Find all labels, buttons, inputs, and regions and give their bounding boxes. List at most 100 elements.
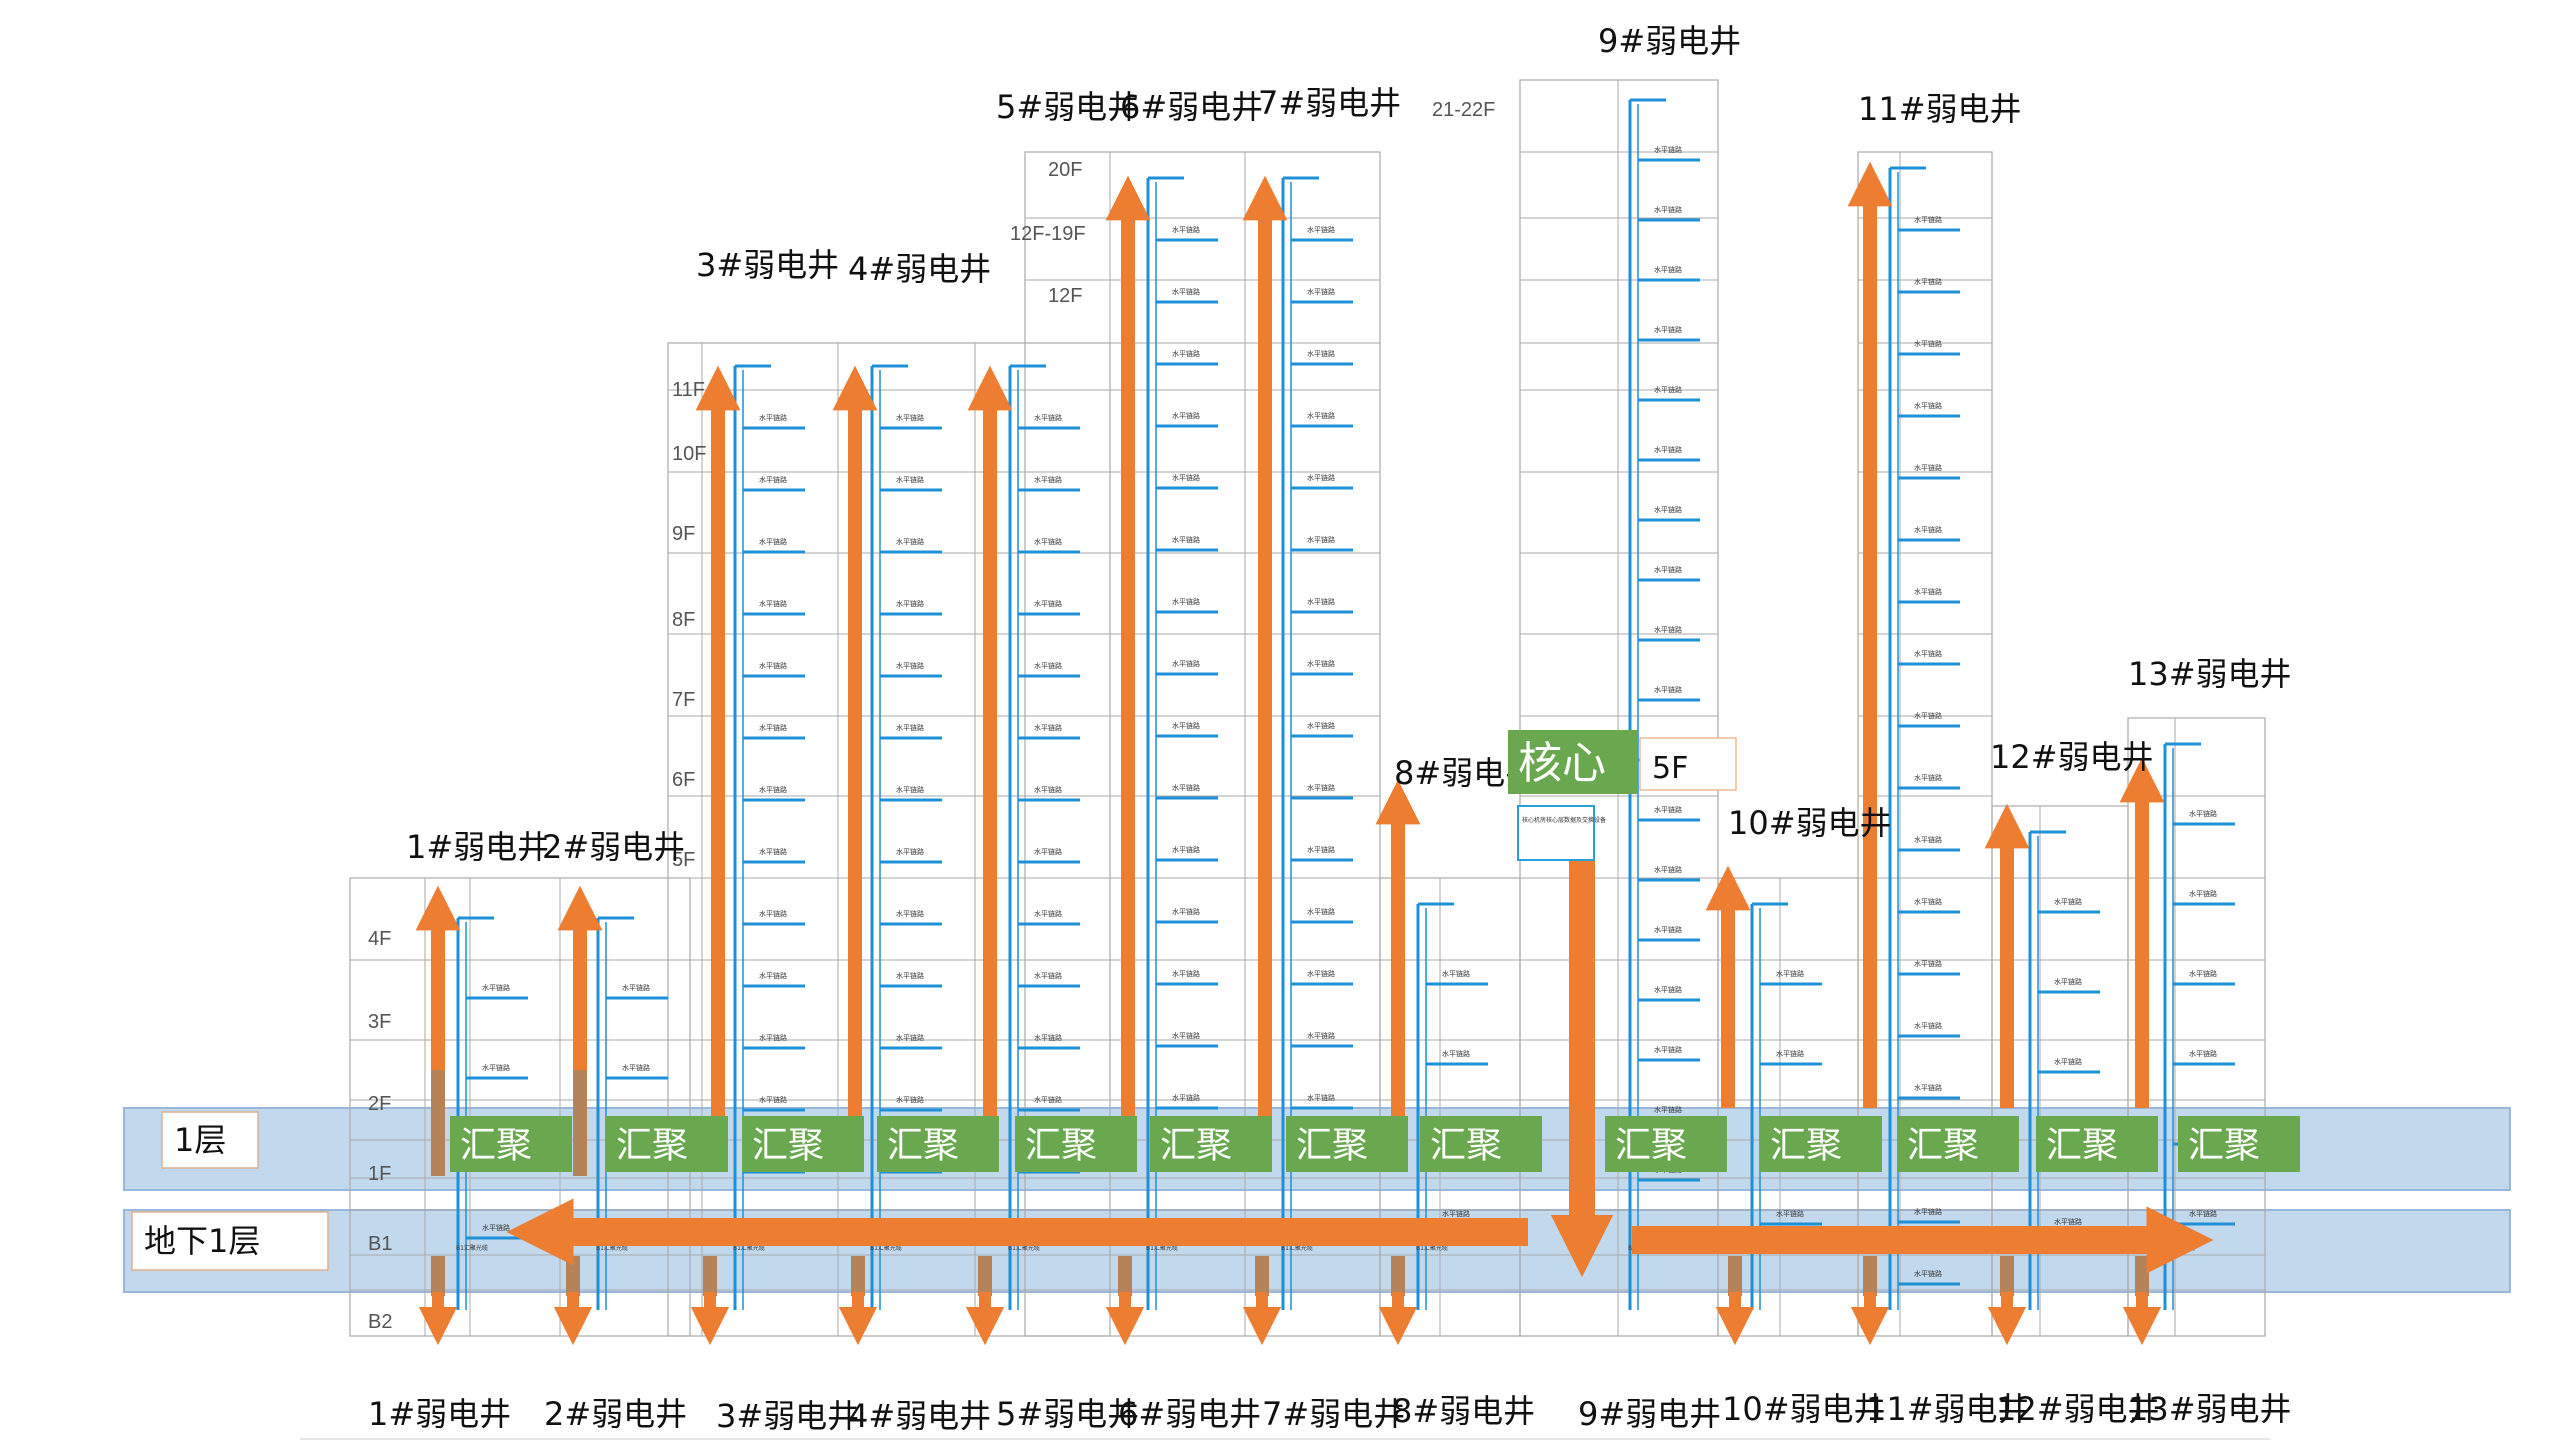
branch-label: 水平链路: [1654, 205, 1682, 214]
branch-label: 水平链路: [1172, 535, 1200, 544]
branch-label: 水平链路: [1776, 1049, 1804, 1058]
aggregation-box: [877, 1116, 999, 1172]
branch-label: 水平链路: [1034, 413, 1062, 422]
basement-link-label: B1汇聚光缆: [1281, 1244, 1313, 1252]
aggregation-box: [1015, 1116, 1137, 1172]
aggregation-label: 汇聚: [1025, 1125, 1097, 1166]
branch-label: 水平链路: [759, 1033, 787, 1042]
branch-label: 水平链路: [1034, 909, 1062, 918]
shaft-top-label: 11#弱电井: [1858, 90, 2022, 128]
branch-label: 水平链路: [622, 1063, 650, 1072]
floor-label: 21-22F: [1432, 99, 1495, 121]
branch-label: 水平链路: [1172, 845, 1200, 854]
branch-label: 水平链路: [1914, 215, 1942, 224]
branch-label: 水平链路: [1307, 1031, 1335, 1040]
floor-label: 10F: [672, 443, 706, 465]
aggregation-box: [742, 1116, 864, 1172]
branch-label: 水平链路: [1172, 783, 1200, 792]
branch-label: 水平链路: [896, 847, 924, 856]
basement-link-label: B1汇聚光缆: [870, 1244, 902, 1252]
link-arrows: [415, 161, 2214, 1346]
aggregation-box: [1150, 1116, 1272, 1172]
branch-label: 水平链路: [1654, 505, 1682, 514]
basement-link-label: B1汇聚光缆: [456, 1244, 488, 1252]
branch-label: 水平链路: [896, 537, 924, 546]
floor-label: 7F: [672, 689, 695, 711]
floor-label: 6F: [672, 769, 695, 791]
aggregation-label: 汇聚: [1296, 1125, 1368, 1166]
floor-label: B2: [368, 1311, 392, 1333]
downlink-stub: [1728, 1256, 1742, 1296]
branch-label: 水平链路: [1654, 985, 1682, 994]
downlink-stub: [1391, 1256, 1405, 1296]
downlink-stub: [2135, 1256, 2149, 1296]
aggregation-box: [1760, 1116, 1882, 1172]
branch-label: 水平链路: [1034, 537, 1062, 546]
downlink-stub: [851, 1256, 865, 1296]
branch-label: 水平链路: [1914, 897, 1942, 906]
branch-label: 水平链路: [1914, 401, 1942, 410]
downlink-stub: [431, 1256, 445, 1296]
shaft-top-label: 4#弱电井: [848, 250, 991, 288]
shaft-bottom-label: 4#弱电井: [848, 1397, 991, 1435]
branch-label: 水平链路: [1442, 1049, 1470, 1058]
branch-label: 水平链路: [896, 723, 924, 732]
branch-label: 水平链路: [1034, 1033, 1062, 1042]
branch-label: 水平链路: [896, 475, 924, 484]
ground-level-label-box: [161, 1111, 259, 1169]
aggregation-box: [1286, 1116, 1408, 1172]
aggregation-label: 汇聚: [1907, 1125, 1979, 1166]
branch-label: 水平链路: [2054, 977, 2082, 986]
branch-label: 水平链路: [1914, 587, 1942, 596]
branch-label: 水平链路: [1172, 659, 1200, 668]
branch-label: 水平链路: [1307, 659, 1335, 668]
branch-label: 水平链路: [896, 971, 924, 980]
shaft-top-label: 1#弱电井: [406, 828, 549, 866]
branch-label: 水平链路: [1914, 835, 1942, 844]
shaft-bottom-label: 5#弱电井: [996, 1395, 1139, 1433]
branch-label: 水平链路: [1034, 723, 1062, 732]
shaft-top-label: 2#弱电井: [542, 828, 685, 866]
branch-label: 水平链路: [1914, 1083, 1942, 1092]
shaft-bottom-label: 7#弱电井: [1262, 1395, 1405, 1433]
branch-label: 水平链路: [1172, 473, 1200, 482]
aggregation-box: [606, 1116, 728, 1172]
branch-label: 水平链路: [896, 599, 924, 608]
branch-label: 水平链路: [1307, 349, 1335, 358]
branch-label: 水平链路: [1172, 907, 1200, 916]
branch-label: 水平链路: [1172, 969, 1200, 978]
core-floor-label: 5F: [1652, 751, 1688, 786]
branch-label: 水平链路: [1034, 1095, 1062, 1104]
branch-label: 水平链路: [1307, 783, 1335, 792]
branch-label: 水平链路: [1654, 325, 1682, 334]
branch-label: 水平链路: [1654, 385, 1682, 394]
branch-label: 水平链路: [1914, 1207, 1942, 1216]
branch-label: 水平链路: [2189, 889, 2217, 898]
floor-label: 2F: [368, 1093, 391, 1115]
branch-label: 水平链路: [1914, 773, 1942, 782]
shaft-bottom-label: 8#弱电井: [1392, 1392, 1535, 1430]
uplink-stub: [431, 1070, 445, 1176]
aggregation-box: [2036, 1116, 2158, 1172]
branch-label: 水平链路: [759, 847, 787, 856]
branch-label: 水平链路: [1034, 785, 1062, 794]
cable-risers: 水平链路水平链路水平链路水平链路B1汇聚光缆水平链路水平链路水平链路水平链路B1…: [456, 98, 2235, 1310]
branch-label: 水平链路: [1172, 225, 1200, 234]
basement-link-label: B1汇聚光缆: [1416, 1244, 1448, 1252]
branch-label: 水平链路: [482, 1063, 510, 1072]
downlink-stub: [703, 1256, 717, 1296]
shaft-bottom-label: 9#弱电井: [1578, 1395, 1721, 1433]
branch-label: 水平链路: [1172, 1093, 1200, 1102]
branch-label: 水平链路: [2054, 897, 2082, 906]
branch-label: 水平链路: [1307, 473, 1335, 482]
branch-label: 水平链路: [1776, 969, 1804, 978]
core-floor-box: [1639, 737, 1737, 791]
branch-label: 水平链路: [1914, 339, 1942, 348]
branch-label: 水平链路: [1307, 287, 1335, 296]
branch-label: 水平链路: [482, 983, 510, 992]
aggregation-label: 汇聚: [1160, 1125, 1232, 1166]
basement-link-label: B1汇聚光缆: [1146, 1244, 1178, 1252]
floor-label: 8F: [672, 609, 695, 631]
branch-label: 水平链路: [1307, 597, 1335, 606]
branch-label: 水平链路: [896, 661, 924, 670]
